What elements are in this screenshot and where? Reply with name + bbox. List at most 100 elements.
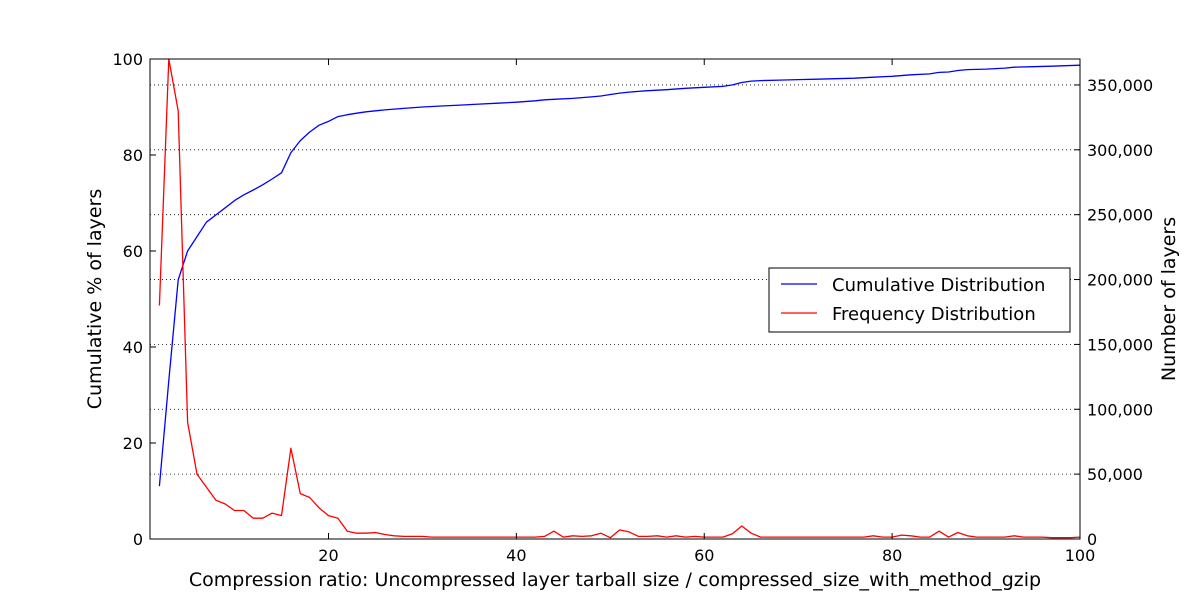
- cumulative-point: [599, 95, 602, 98]
- cumulative-point: [421, 106, 424, 109]
- cumulative-point: [289, 151, 292, 154]
- frequency-point: [374, 531, 377, 534]
- y-right-tick-label: 350,000: [1087, 76, 1153, 95]
- cumulative-point: [609, 93, 612, 96]
- legend-label-cumulative: Cumulative Distribution: [832, 275, 1045, 296]
- frequency-point: [186, 421, 189, 424]
- frequency-point: [412, 535, 415, 538]
- frequency-point: [459, 536, 462, 539]
- cumulative-point: [834, 77, 837, 80]
- frequency-point: [853, 536, 856, 539]
- frequency-point: [449, 536, 452, 539]
- frequency-point: [421, 535, 424, 538]
- frequency-point: [675, 534, 678, 537]
- frequency-point: [994, 536, 997, 539]
- y-right-tick-label: 150,000: [1087, 335, 1153, 354]
- frequency-point: [975, 536, 978, 539]
- cumulative-point: [1003, 67, 1006, 70]
- cumulative-point: [196, 235, 199, 238]
- cumulative-point: [327, 120, 330, 123]
- frequency-point: [196, 473, 199, 476]
- frequency-point: [628, 530, 631, 533]
- cumulative-point: [242, 193, 245, 196]
- cumulative-point: [938, 71, 941, 74]
- frequency-point: [430, 536, 433, 539]
- y-left-tick-label: 40: [123, 338, 143, 357]
- frequency-point: [797, 536, 800, 539]
- cumulative-point: [459, 104, 462, 107]
- frequency-point: [590, 534, 593, 537]
- frequency-point: [336, 517, 339, 520]
- frequency-point: [881, 536, 884, 539]
- y-right-tick-label: 0: [1087, 530, 1097, 549]
- frequency-point: [487, 536, 490, 539]
- cumulative-point: [308, 131, 311, 134]
- frequency-point: [581, 535, 584, 538]
- cumulative-point: [985, 68, 988, 71]
- cumulative-point: [233, 199, 236, 202]
- legend-box: [768, 267, 1071, 333]
- frequency-point: [1013, 534, 1016, 537]
- frequency-point: [1032, 536, 1035, 539]
- frequency-point: [1022, 536, 1025, 539]
- cumulative-point: [956, 69, 959, 72]
- x-tick-label: 60: [694, 546, 714, 565]
- cumulative-point: [816, 78, 819, 81]
- cumulative-point: [299, 139, 302, 142]
- x-tick-label: 20: [318, 546, 338, 565]
- frequency-point: [562, 536, 565, 539]
- frequency-point: [1003, 536, 1006, 539]
- frequency-point: [205, 486, 208, 489]
- frequency-point: [214, 499, 217, 502]
- cumulative-point: [665, 88, 668, 91]
- y-axis-left-label: Cumulative % of layers: [84, 189, 106, 410]
- frequency-point: [956, 531, 959, 534]
- frequency-point: [242, 509, 245, 512]
- y-left-tick-label: 20: [123, 434, 143, 453]
- cumulative-point: [365, 110, 368, 113]
- y-right-tick-label: 300,000: [1087, 141, 1153, 160]
- cumulative-point: [318, 124, 321, 127]
- frequency-point: [769, 536, 772, 539]
- frequency-point: [816, 536, 819, 539]
- cumulative-point: [909, 73, 912, 76]
- x-tick-label: 80: [882, 546, 902, 565]
- cumulative-point: [947, 71, 950, 74]
- frequency-point: [308, 496, 311, 499]
- frequency-point: [637, 535, 640, 538]
- cumulative-point: [628, 91, 631, 94]
- axis-ticks: 0 50,000 100,000 150,000 200,000 250,000 300,0…: [112, 50, 1153, 565]
- frequency-point: [806, 536, 809, 539]
- frequency-point: [712, 536, 715, 539]
- y-left-tick-label: 0: [133, 530, 143, 549]
- cumulative-point: [158, 485, 161, 488]
- cumulative-point: [552, 98, 555, 101]
- frequency-point: [665, 536, 668, 539]
- cumulative-point: [177, 278, 180, 281]
- cumulative-point: [740, 81, 743, 84]
- frequency-point: [684, 536, 687, 539]
- legend: Cumulative Distribution Frequency Distri…: [768, 267, 1071, 333]
- frequency-point: [393, 534, 396, 537]
- frequency-point: [477, 536, 480, 539]
- cumulative-point: [778, 79, 781, 82]
- frequency-point: [346, 530, 349, 533]
- cumulative-point: [383, 108, 386, 111]
- frequency-point: [571, 534, 574, 537]
- cumulative-point: [374, 109, 377, 112]
- y-left-tick-label: 60: [123, 242, 143, 261]
- frequency-point: [966, 534, 969, 537]
- cumulative-point: [271, 178, 274, 181]
- frequency-point: [778, 536, 781, 539]
- frequency-point: [947, 536, 950, 539]
- frequency-point: [938, 530, 941, 533]
- cumulative-point: [336, 115, 339, 118]
- frequency-point: [524, 536, 527, 539]
- cumulative-point: [750, 80, 753, 83]
- cumulative-point: [684, 87, 687, 90]
- x-tick-label: 40: [506, 546, 526, 565]
- frequency-point: [646, 535, 649, 538]
- cumulative-point: [571, 97, 574, 100]
- cumulative-point: [731, 83, 734, 86]
